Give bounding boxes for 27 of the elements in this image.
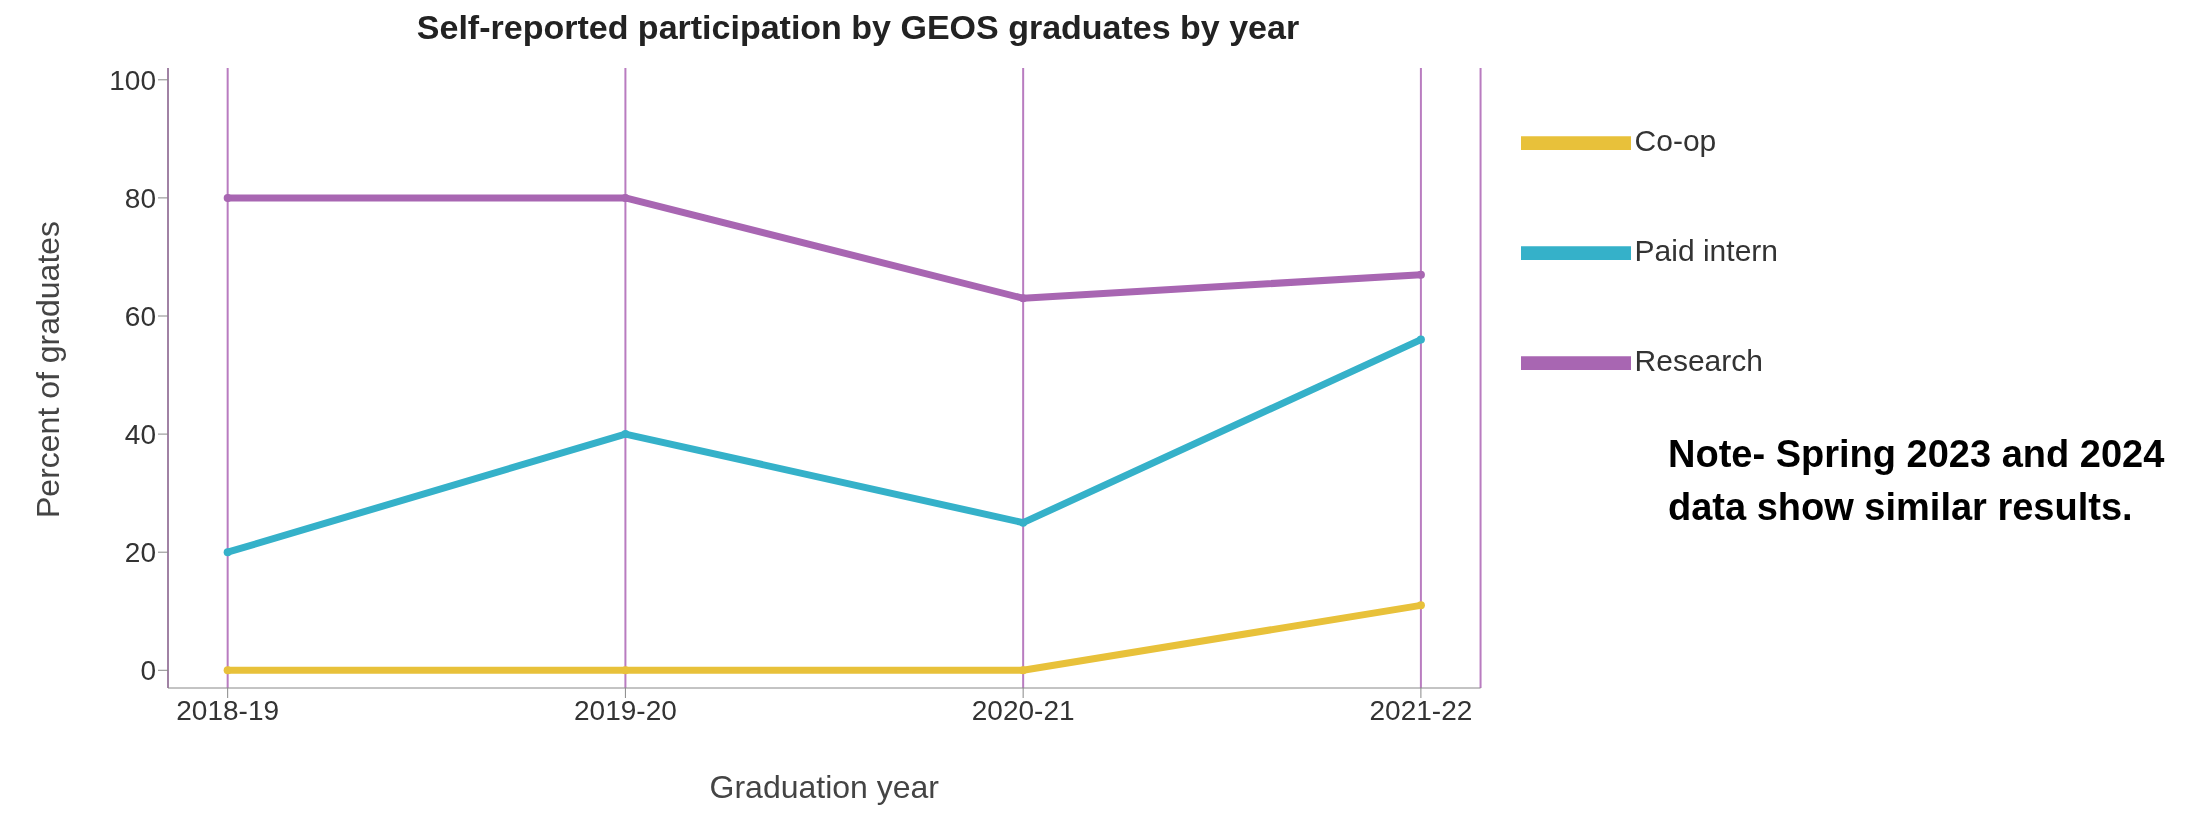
point (621, 666, 630, 675)
text: Note- Spring 2023 and 2024 data show similar results. (1668, 432, 2166, 531)
y-tick-label: 0 (140, 655, 156, 687)
x-tick-label: 2019-20 (574, 694, 677, 726)
legend-label: Research (1634, 343, 1763, 377)
point (1019, 518, 1028, 527)
y-tick-label: 100 (109, 64, 156, 96)
point (1416, 335, 1425, 344)
legend-label: Paid intern (1634, 233, 1778, 267)
x-tick-label: 2018-19 (176, 694, 280, 726)
point (1019, 666, 1028, 675)
y-tick-label: 20 (124, 537, 156, 569)
point (223, 666, 232, 675)
y-axis-title: Percent of graduates (30, 220, 67, 518)
y-tick-label: 60 (124, 300, 156, 332)
y-tick-label: 80 (124, 182, 156, 214)
point (223, 193, 232, 202)
chart-title: Self-reported participation by GEOS graduates by year (415, 8, 1301, 47)
x-tick-label: 2021-22 (1369, 694, 1473, 726)
point (223, 548, 232, 557)
x-tick-label: 2020-21 (971, 694, 1075, 726)
y-tick-label: 40 (124, 419, 156, 451)
point (621, 193, 630, 202)
legend-label: Co-op (1634, 123, 1717, 157)
point (1416, 601, 1425, 610)
point (621, 430, 630, 439)
x-axis-title: Graduation year (709, 769, 940, 805)
